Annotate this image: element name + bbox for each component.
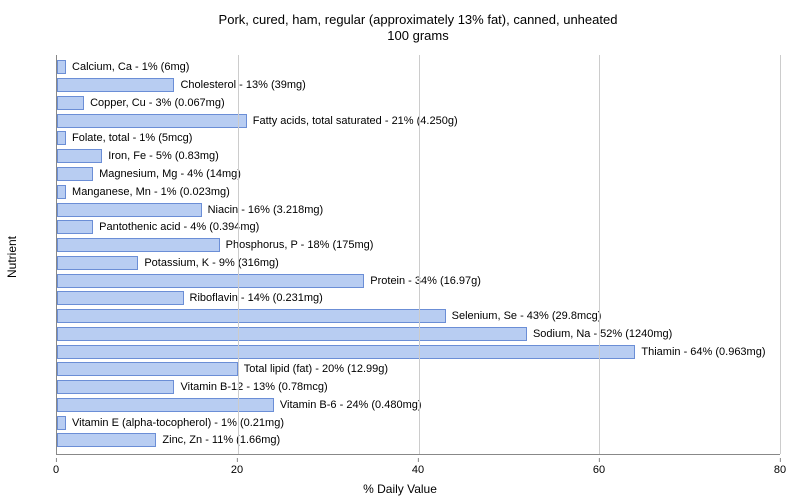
bar-label: Zinc, Zn - 11% (1.66mg) — [162, 434, 280, 446]
bar — [57, 309, 446, 323]
bar — [57, 416, 66, 430]
x-tick: 0 — [53, 464, 59, 476]
nutrient-chart: Pork, cured, ham, regular (approximately… — [0, 0, 800, 500]
bar-label: Vitamin E (alpha-tocopherol) - 1% (0.21m… — [72, 417, 284, 429]
bar-label: Vitamin B-12 - 13% (0.78mcg) — [180, 381, 327, 393]
bar-label: Phosphorus, P - 18% (175mg) — [226, 239, 374, 251]
x-axis: 020406080 — [56, 464, 780, 480]
bar-label: Riboflavin - 14% (0.231mg) — [190, 292, 323, 304]
bar — [57, 78, 174, 92]
bar — [57, 220, 93, 234]
bar — [57, 149, 102, 163]
bar — [57, 238, 220, 252]
y-axis-label: Nutrient — [5, 236, 19, 278]
bar — [57, 185, 66, 199]
title-line-2: 100 grams — [56, 28, 780, 44]
bar-label: Iron, Fe - 5% (0.83mg) — [108, 150, 219, 162]
bar-label: Cholesterol - 13% (39mg) — [180, 79, 305, 91]
bar — [57, 345, 635, 359]
bar — [57, 256, 138, 270]
bar-label: Vitamin B-6 - 24% (0.480mg) — [280, 399, 422, 411]
bar-label: Total lipid (fat) - 20% (12.99g) — [244, 363, 388, 375]
bar — [57, 167, 93, 181]
chart-title: Pork, cured, ham, regular (approximately… — [56, 12, 780, 45]
bar-label: Thiamin - 64% (0.963mg) — [641, 346, 765, 358]
bar — [57, 362, 238, 376]
bar-label: Sodium, Na - 52% (1240mg) — [533, 328, 672, 340]
gridline — [599, 55, 600, 454]
bar-label: Pantothenic acid - 4% (0.394mg) — [99, 221, 259, 233]
bar — [57, 131, 66, 145]
bar — [57, 96, 84, 110]
bar-label: Selenium, Se - 43% (29.8mcg) — [452, 310, 602, 322]
gridline — [780, 55, 781, 454]
x-tick: 20 — [231, 464, 243, 476]
bar-label: Folate, total - 1% (5mcg) — [72, 132, 192, 144]
bar-label: Magnesium, Mg - 4% (14mg) — [99, 168, 241, 180]
bar-label: Protein - 34% (16.97g) — [370, 275, 481, 287]
gridline — [419, 55, 420, 454]
bar — [57, 60, 66, 74]
x-tick: 80 — [774, 464, 786, 476]
x-axis-label: % Daily Value — [0, 482, 800, 496]
x-tick: 40 — [412, 464, 424, 476]
title-line-1: Pork, cured, ham, regular (approximately… — [56, 12, 780, 28]
plot-area: Calcium, Ca - 1% (6mg) Cholesterol - 13% … — [56, 55, 780, 455]
bar — [57, 327, 527, 341]
bar-label: Potassium, K - 9% (316mg) — [144, 257, 279, 269]
bar — [57, 433, 156, 447]
bar — [57, 274, 364, 288]
bar — [57, 291, 184, 305]
bar — [57, 398, 274, 412]
bar-label: Copper, Cu - 3% (0.067mg) — [90, 97, 225, 109]
x-tick: 60 — [593, 464, 605, 476]
bar — [57, 380, 174, 394]
bar-label: Niacin - 16% (3.218mg) — [208, 204, 324, 216]
bar — [57, 203, 202, 217]
bar-label: Calcium, Ca - 1% (6mg) — [72, 61, 189, 73]
bar-label: Fatty acids, total saturated - 21% (4.25… — [253, 115, 458, 127]
bar — [57, 114, 247, 128]
bar-label: Manganese, Mn - 1% (0.023mg) — [72, 186, 230, 198]
gridline — [238, 55, 239, 454]
